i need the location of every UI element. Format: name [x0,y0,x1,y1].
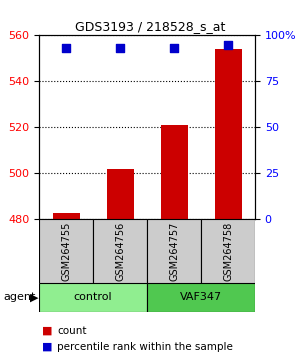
Text: agent: agent [3,292,35,302]
Bar [52,212,80,219]
FancyBboxPatch shape [147,219,201,283]
Text: ■: ■ [42,326,52,336]
FancyBboxPatch shape [39,219,93,283]
Text: VAF347: VAF347 [180,292,222,302]
Text: GDS3193 / 218528_s_at: GDS3193 / 218528_s_at [75,20,225,33]
Text: count: count [57,326,86,336]
Bar [106,169,134,219]
Point [226,42,230,47]
Text: GSM264758: GSM264758 [223,222,233,281]
Text: GSM264756: GSM264756 [115,222,125,281]
Text: percentile rank within the sample: percentile rank within the sample [57,342,233,352]
FancyBboxPatch shape [201,219,255,283]
Point [64,45,68,51]
Bar [160,125,188,219]
Text: GSM264755: GSM264755 [61,222,71,281]
FancyBboxPatch shape [147,283,255,312]
FancyBboxPatch shape [39,283,147,312]
Text: ■: ■ [42,342,52,352]
Bar [214,49,242,219]
FancyBboxPatch shape [93,219,147,283]
Point [172,45,176,51]
Text: GSM264757: GSM264757 [169,222,179,281]
Text: ▶: ▶ [30,292,38,302]
Text: control: control [74,292,112,302]
Point [118,45,122,51]
